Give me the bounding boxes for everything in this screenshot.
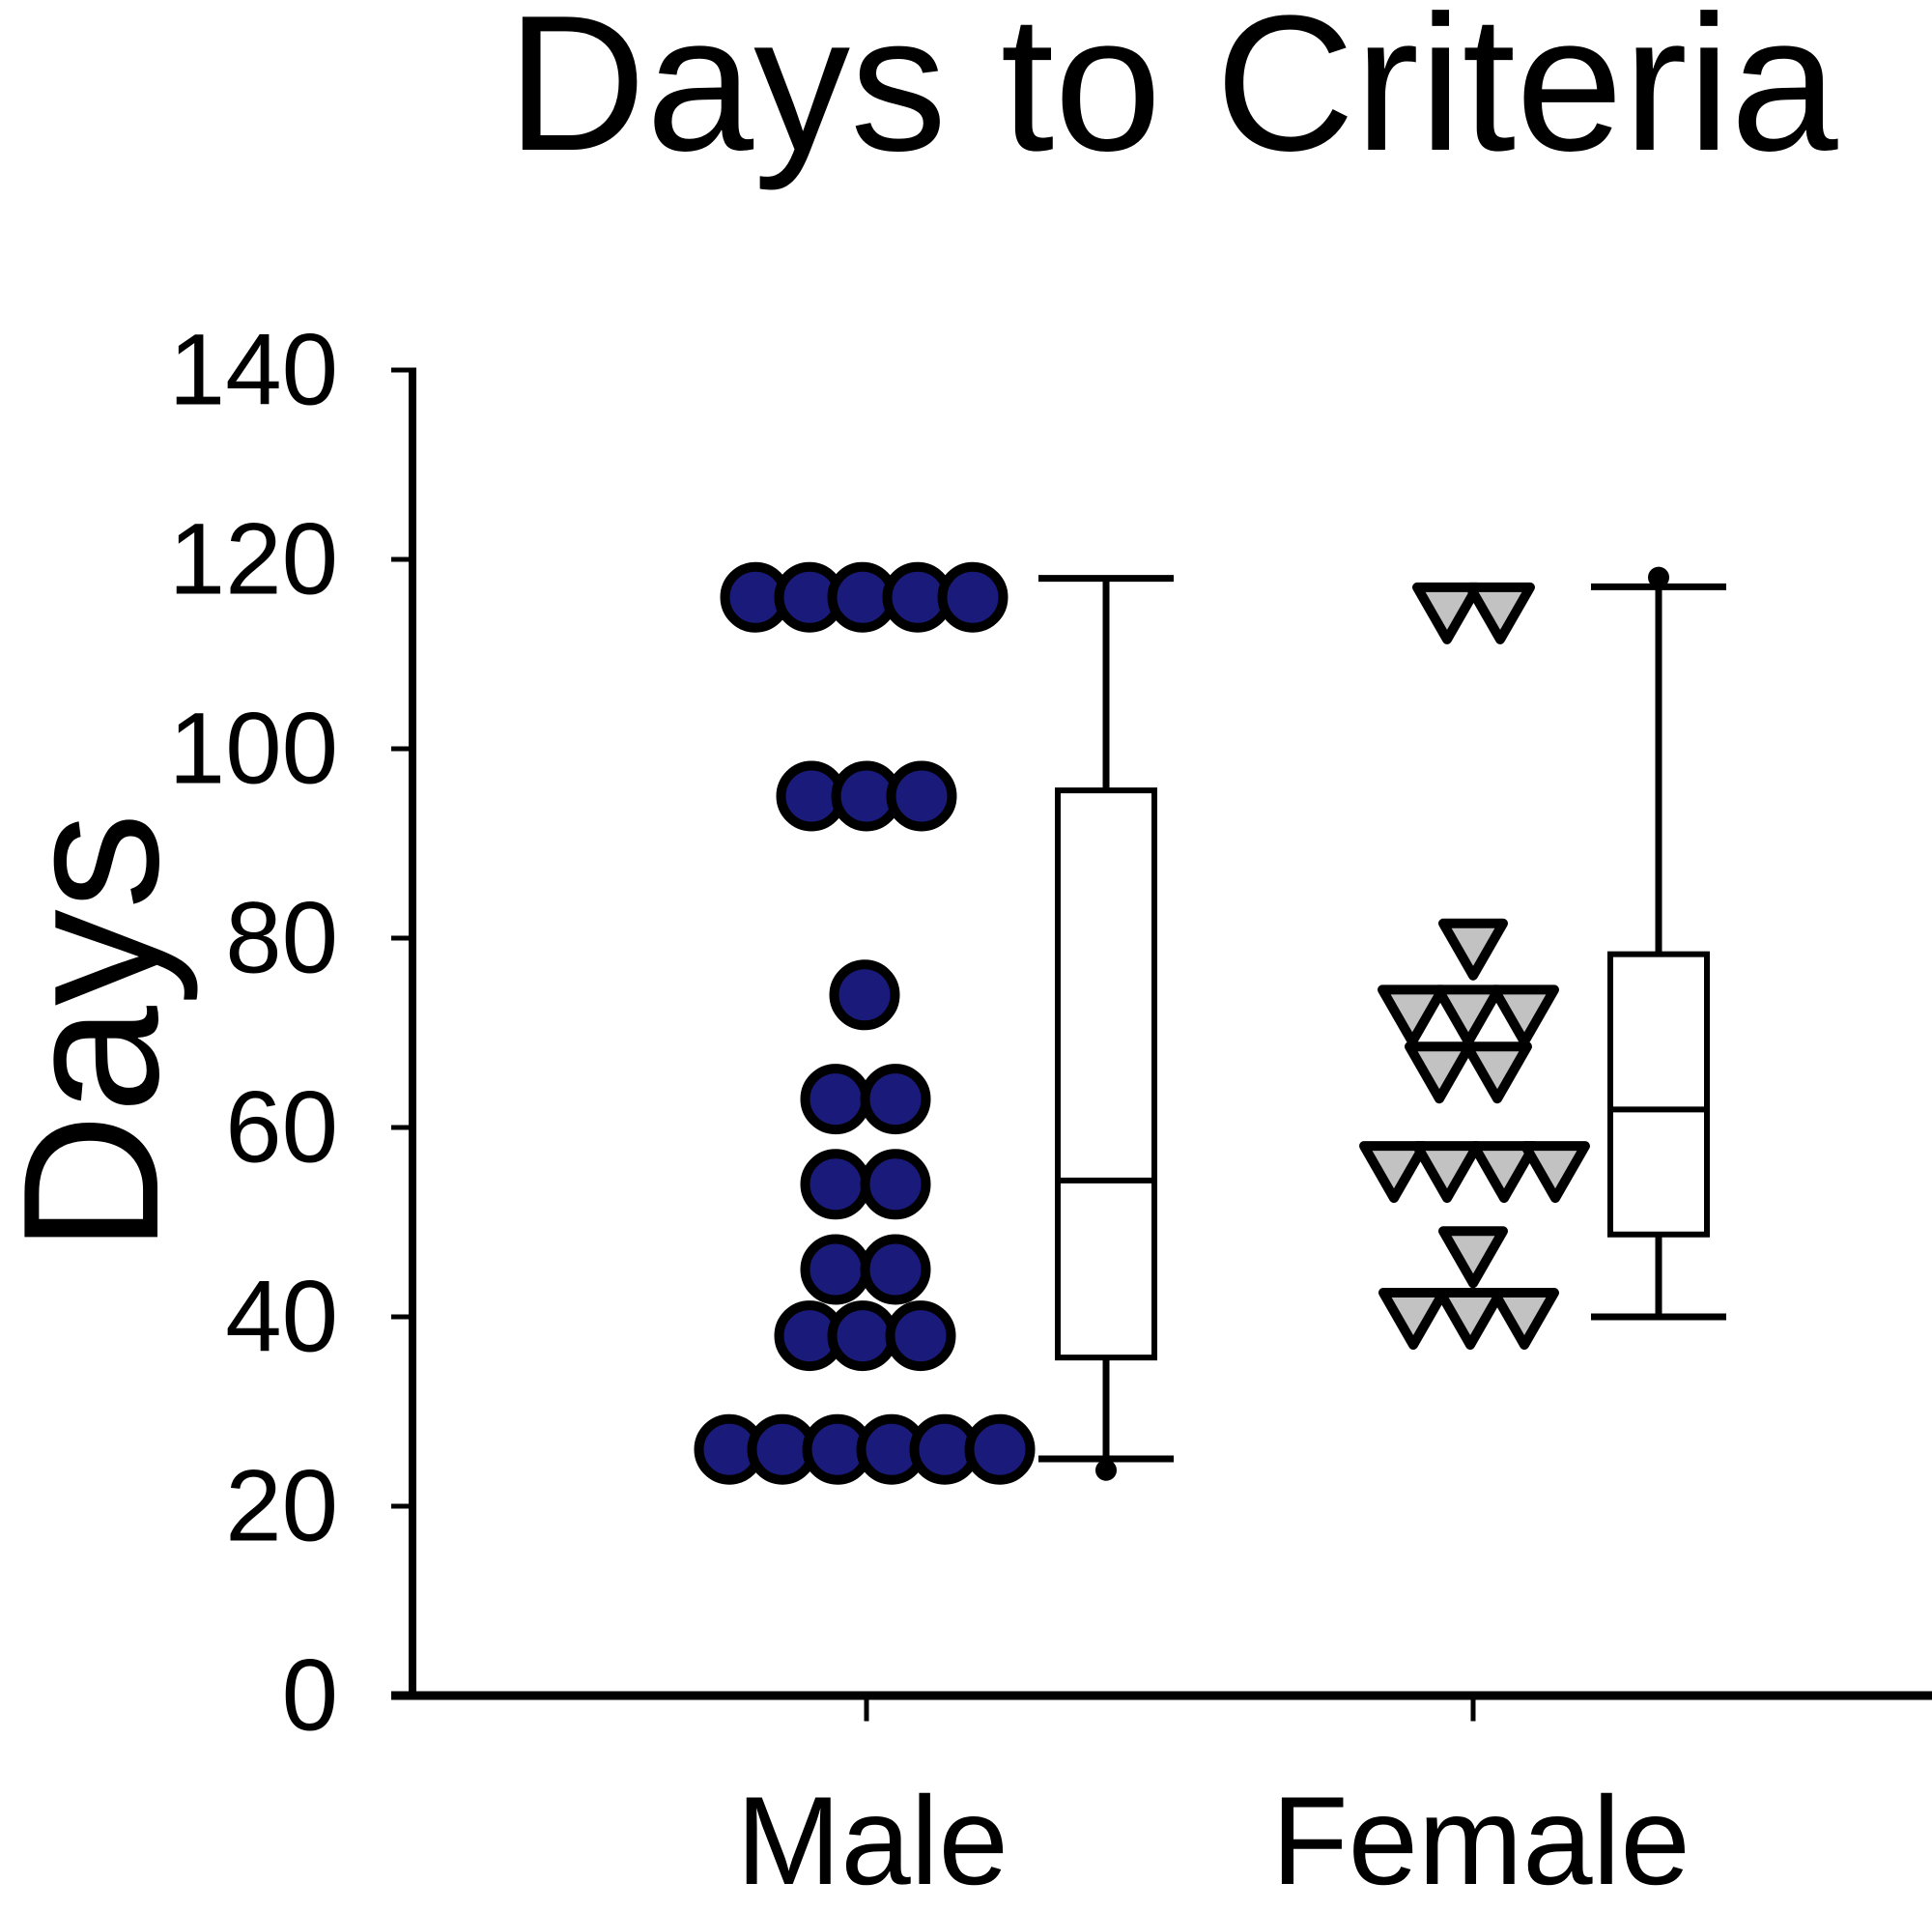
- scatter-point-male: [860, 1064, 931, 1135]
- scatter-point-female: [1438, 918, 1508, 981]
- box-rect-male: [1055, 787, 1157, 1361]
- scatter-point-female: [1378, 1288, 1448, 1350]
- scatter-point-female: [1359, 1141, 1429, 1204]
- y-tick-label: 120: [168, 502, 338, 616]
- y-tick-label: 0: [281, 1639, 338, 1753]
- scatter-point-female: [1465, 582, 1535, 644]
- y-tick-label: 100: [168, 692, 338, 806]
- scatter-point-male: [885, 1300, 956, 1372]
- y-tick-label: 60: [225, 1070, 338, 1184]
- scatter-point-male: [800, 1149, 871, 1220]
- x-axis-category-label-male: Male: [736, 1770, 1009, 1911]
- scatter-point-female: [1490, 1288, 1559, 1350]
- scatter-point-male: [964, 1413, 1036, 1485]
- scatter-point-female: [1434, 984, 1503, 1047]
- y-tick-label: 20: [225, 1449, 338, 1563]
- scatter-point-female: [1463, 1041, 1532, 1104]
- scatter-point-male: [860, 1149, 931, 1220]
- scatter-point-female: [1435, 1288, 1505, 1350]
- y-tick-label: 80: [225, 881, 338, 995]
- scatter-point-male: [860, 1234, 931, 1305]
- scatter-point-male: [886, 760, 957, 832]
- outlier-dot-male: [1095, 1459, 1117, 1481]
- outlier-dot-female: [1648, 566, 1669, 588]
- scatter-point-female: [1412, 1141, 1482, 1204]
- scatter-point-male: [800, 1064, 871, 1135]
- scatter-point-male: [800, 1234, 871, 1305]
- y-tick-label: 40: [225, 1260, 338, 1374]
- scatter-point-female: [1469, 1141, 1539, 1204]
- scatter-point-male: [937, 561, 1009, 633]
- scatter-point-female: [1378, 984, 1447, 1047]
- scatter-point-female: [1405, 1041, 1474, 1104]
- scatter-point-female: [1490, 984, 1559, 1047]
- scatter-point-male: [829, 959, 900, 1031]
- x-axis-category-label-female: Female: [1271, 1770, 1690, 1911]
- scatter-point-female: [1438, 1226, 1508, 1289]
- box-rect-female: [1607, 951, 1710, 1238]
- scatter-point-female: [1412, 582, 1482, 644]
- scatter-point-female: [1520, 1141, 1590, 1204]
- chart-title: Days to Criteria: [506, 0, 1838, 191]
- scatter-point-male: [827, 1300, 898, 1372]
- y-tick-label: 140: [168, 313, 338, 427]
